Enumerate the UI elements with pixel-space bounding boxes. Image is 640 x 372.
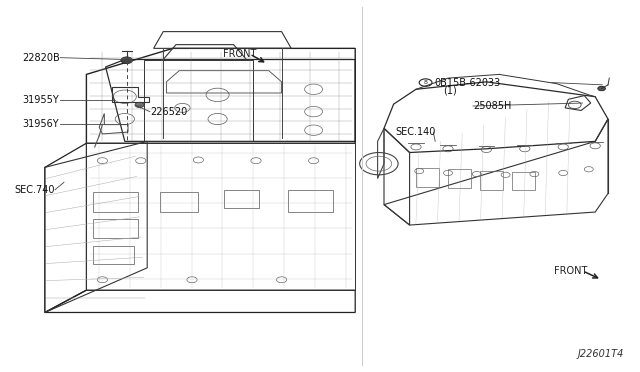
Text: 8: 8: [424, 80, 428, 85]
Circle shape: [121, 57, 132, 64]
Circle shape: [135, 102, 144, 108]
Text: 31955Y: 31955Y: [22, 96, 59, 105]
Bar: [93, 219, 138, 238]
Text: J22601T4: J22601T4: [578, 349, 624, 359]
Text: SEC.140: SEC.140: [396, 127, 436, 137]
Text: 0B15B-62033: 0B15B-62033: [435, 78, 501, 87]
Text: SEC.740: SEC.740: [14, 185, 54, 195]
Bar: [160, 192, 198, 212]
Text: FRONT: FRONT: [554, 266, 587, 276]
Text: (1): (1): [444, 86, 457, 95]
Bar: [224, 190, 259, 208]
Bar: [93, 192, 138, 212]
Text: FRONT: FRONT: [223, 49, 256, 59]
Text: 25085H: 25085H: [474, 101, 512, 111]
Text: 31956Y: 31956Y: [22, 119, 59, 128]
Text: 22820B: 22820B: [22, 53, 60, 62]
Bar: [93, 246, 134, 264]
Text: 226520: 226520: [150, 107, 188, 116]
Circle shape: [598, 86, 605, 91]
Bar: [288, 190, 333, 212]
